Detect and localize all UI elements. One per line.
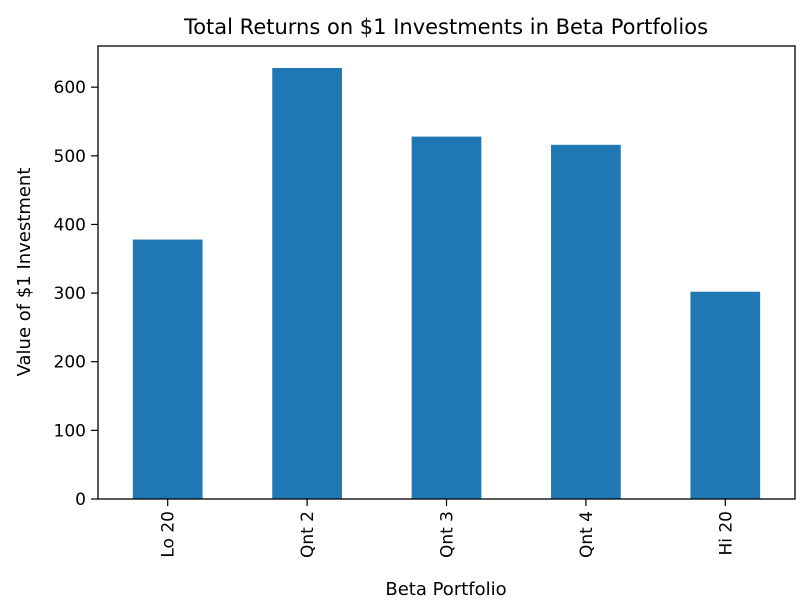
bar-qnt-2 — [272, 67, 342, 500]
bar-qnt-4 — [551, 144, 621, 499]
y-tick-label: 100 — [54, 421, 86, 441]
bar-hi-20 — [690, 291, 761, 499]
bar-lo-20 — [132, 239, 203, 499]
y-axis-label: Value of $1 Investment — [14, 168, 35, 377]
plot-frame — [97, 45, 796, 500]
y-tick-label: 600 — [54, 78, 86, 98]
x-axis: Lo 20 Qnt 2 Qnt 3 Qnt 4 Hi 20 — [159, 499, 736, 558]
bar-qnt-3 — [411, 136, 482, 499]
x-axis-label: Beta Portfolio — [385, 579, 506, 600]
chart-title: Total Returns on $1 Investments in Beta … — [183, 15, 708, 39]
bars-group — [132, 67, 761, 500]
x-tick-label: Hi 20 — [716, 511, 736, 556]
y-tick-label: 500 — [54, 147, 86, 167]
x-tick-label: Qnt 2 — [298, 511, 318, 558]
x-tick-label: Qnt 3 — [438, 511, 458, 558]
x-tick-label: Lo 20 — [159, 511, 179, 558]
x-tick-label: Qnt 4 — [577, 511, 597, 558]
y-tick-label: 0 — [75, 490, 86, 510]
y-tick-label: 300 — [54, 284, 86, 304]
y-axis: 0 100 200 300 400 500 600 — [54, 78, 98, 510]
y-tick-label: 200 — [54, 353, 86, 373]
y-tick-label: 400 — [54, 215, 86, 235]
